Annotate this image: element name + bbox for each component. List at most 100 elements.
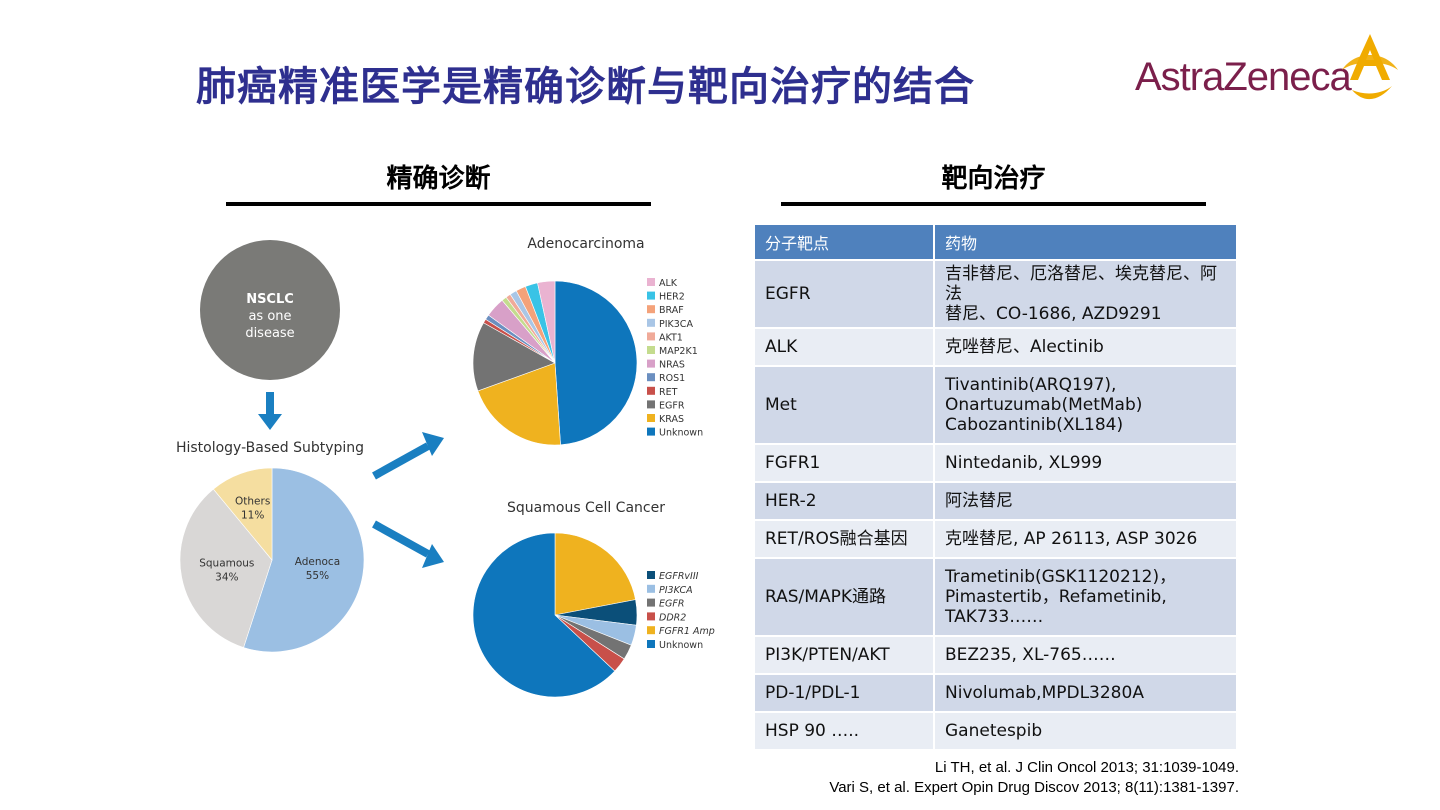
drug-line: Trametinib(GSK1120212)， xyxy=(945,567,1177,587)
cell-drugs: Ganetespib xyxy=(933,711,1238,751)
pie-slice-others xyxy=(212,467,273,561)
arrow-to-squamous-icon xyxy=(372,520,444,568)
cell-drugs: 阿法替尼 xyxy=(933,481,1238,521)
reference-2: Vari S, et al. Expert Opin Drug Discov 2… xyxy=(829,779,1239,796)
table-row: HER-2 阿法替尼 xyxy=(753,481,1238,521)
drug-line: Ganetespib xyxy=(945,721,1043,741)
hist-slice-label: 55% xyxy=(306,570,329,582)
squamous-chart-title: Squamous Cell Cancer xyxy=(507,500,665,516)
legend-label-kras: KRAS xyxy=(659,414,684,425)
table-row: RET/ROS融合基因 克唑替尼, AP 26113, ASP 3026 xyxy=(753,519,1238,559)
drug-line: 克唑替尼, AP 26113, ASP 3026 xyxy=(945,529,1198,549)
legend-swatch xyxy=(647,427,655,436)
nsclc-label-line3: disease xyxy=(245,326,294,341)
drug-line: 吉非替尼、厄洛替尼、埃克替尼、阿法 xyxy=(945,264,1217,304)
cell-target: HSP 90 ….. xyxy=(753,711,935,751)
pie-slice-adenoca xyxy=(243,467,365,653)
squamous-legend: EGFRvIII PI3KCA EGFR DDR2 FGFR1 Amp Unknown xyxy=(647,571,715,651)
legend-swatch xyxy=(647,598,655,607)
legend-label-pik3ca: PIK3CA xyxy=(659,319,693,330)
table-row: HSP 90 ….. Ganetespib xyxy=(753,711,1238,751)
legend-swatch xyxy=(647,359,655,368)
cell-drugs: Nintedanib, XL999 xyxy=(933,443,1238,483)
adeno-legend: ALK HER2 BRAF PIK3CA AKT1 MAP2K1 NRAS ROS1 RET EG… xyxy=(647,278,703,439)
legend-swatch xyxy=(647,400,655,409)
legend-swatch xyxy=(647,373,655,382)
legend-swatch xyxy=(647,612,655,621)
drug-line: Pimastertib，Refametinib, xyxy=(945,587,1167,607)
legend-swatch xyxy=(647,386,655,395)
down-arrow-icon xyxy=(258,392,282,430)
hist-slice-label: Squamous xyxy=(199,558,254,570)
hist-slice-label: Adenoca xyxy=(295,556,340,568)
histology-pie: Adenoca 55% Squamous 34% Others 11% xyxy=(179,467,365,653)
drug-line: Onartuzumab(MetMab) xyxy=(945,395,1143,415)
table-row: EGFR 吉非替尼、厄洛替尼、埃克替尼、阿法 替尼、CO-1686, AZD9291 xyxy=(753,259,1238,329)
legend-label-egfr: EGFR xyxy=(659,599,684,610)
drug-line: TAK733…… xyxy=(945,607,1044,627)
header-target: 分子靶点 xyxy=(753,223,935,261)
cell-drugs: Tivantinib(ARQ197), Onartuzumab(MetMab) Ca… xyxy=(933,365,1238,445)
astrazeneca-swirl-icon xyxy=(1342,34,1398,100)
hist-slice-label: 11% xyxy=(241,509,264,521)
table-row: PD-1/PDL-1 Nivolumab,MPDL3280A xyxy=(753,673,1238,713)
pie-slice-alk xyxy=(537,280,556,364)
legend-swatch xyxy=(647,414,655,422)
pie-slice-egfr xyxy=(472,322,556,392)
cell-target: ALK xyxy=(753,327,935,367)
therapy-heading-underline xyxy=(781,202,1206,206)
pie-slice-unknown xyxy=(472,532,616,698)
drug-line: 替尼、CO-1686, AZD9291 xyxy=(945,304,1162,324)
pie-slice-unknown xyxy=(554,280,638,446)
legend-swatch xyxy=(647,346,655,354)
legend-swatch xyxy=(647,640,655,648)
hist-slice-label: Others xyxy=(235,495,270,507)
legend-label-unknown: Unknown xyxy=(659,428,703,439)
legend-swatch xyxy=(647,584,655,593)
cell-drugs: 吉非替尼、厄洛替尼、埃克替尼、阿法 替尼、CO-1686, AZD9291 xyxy=(933,259,1238,329)
table-row: FGFR1 Nintedanib, XL999 xyxy=(753,443,1238,483)
logo-text: AstraZeneca xyxy=(1135,55,1352,99)
cell-target: EGFR xyxy=(753,259,935,329)
table-row: RAS/MAPK通路 Trametinib(GSK1120212)， Pimaste… xyxy=(753,557,1238,637)
references: Li TH, et al. J Clin Oncol 2013; 31:1039… xyxy=(829,758,1239,798)
drug-line: 阿法替尼 xyxy=(945,491,1013,511)
diagnosis-heading-underline xyxy=(226,202,651,206)
table-header-row: 分子靶点 药物 xyxy=(753,223,1238,261)
drug-line: Nintedanib, XL999 xyxy=(945,453,1103,473)
reference-1: Li TH, et al. J Clin Oncol 2013; 31:1039… xyxy=(934,759,1239,776)
legend-swatch xyxy=(647,571,655,579)
legend-swatch xyxy=(647,318,655,327)
drug-line: 克唑替尼、Alectinib xyxy=(945,337,1104,357)
table-row: PI3K/PTEN/AKT BEZ235, XL-765…… xyxy=(753,635,1238,675)
drug-line: Cabozantinib(XL184) xyxy=(945,415,1124,435)
table-row: Met Tivantinib(ARQ197), Onartuzumab(MetMab… xyxy=(753,365,1238,445)
cell-target: FGFR1 xyxy=(753,443,935,483)
cell-target: PD-1/PDL-1 xyxy=(753,673,935,713)
legend-label-egfrviii: EGFRvIII xyxy=(659,571,699,582)
cell-drugs: BEZ235, XL-765…… xyxy=(933,635,1238,675)
legend-label-alk: ALK xyxy=(659,278,678,289)
cell-drugs: Trametinib(GSK1120212)， Pimastertib，Refam… xyxy=(933,557,1238,637)
legend-swatch xyxy=(647,305,655,314)
legend-swatch xyxy=(647,332,655,341)
slide-title: 肺癌精准医学是精确诊断与靶向治疗的结合 xyxy=(196,64,975,110)
adeno-pie xyxy=(472,280,638,446)
histology-title: Histology-Based Subtyping xyxy=(176,440,364,456)
arrow-to-adeno-icon xyxy=(372,432,444,480)
cell-target: RET/ROS融合基因 xyxy=(753,519,935,559)
header-drugs: 药物 xyxy=(933,223,1238,261)
legend-label-ddr2: DDR2 xyxy=(659,612,686,623)
diagnosis-diagram: NSCLC as one disease Histology-Based Sub… xyxy=(176,236,715,698)
cell-drugs: 克唑替尼、Alectinib xyxy=(933,327,1238,367)
legend-label-her2: HER2 xyxy=(659,292,685,303)
legend-label-fgfr1-amp: FGFR1 Amp xyxy=(659,626,715,637)
drug-line: BEZ235, XL-765…… xyxy=(945,645,1116,665)
astrazeneca-logo: AstraZeneca xyxy=(1135,30,1400,105)
adeno-chart-title: Adenocarcinoma xyxy=(527,236,644,252)
cell-target: RAS/MAPK通路 xyxy=(753,557,935,637)
diagnosis-heading: 精确诊断 xyxy=(386,164,491,194)
legend-label-unknown: Unknown xyxy=(659,640,703,651)
legend-swatch xyxy=(647,278,655,286)
drug-line: Tivantinib(ARQ197), xyxy=(945,375,1117,395)
